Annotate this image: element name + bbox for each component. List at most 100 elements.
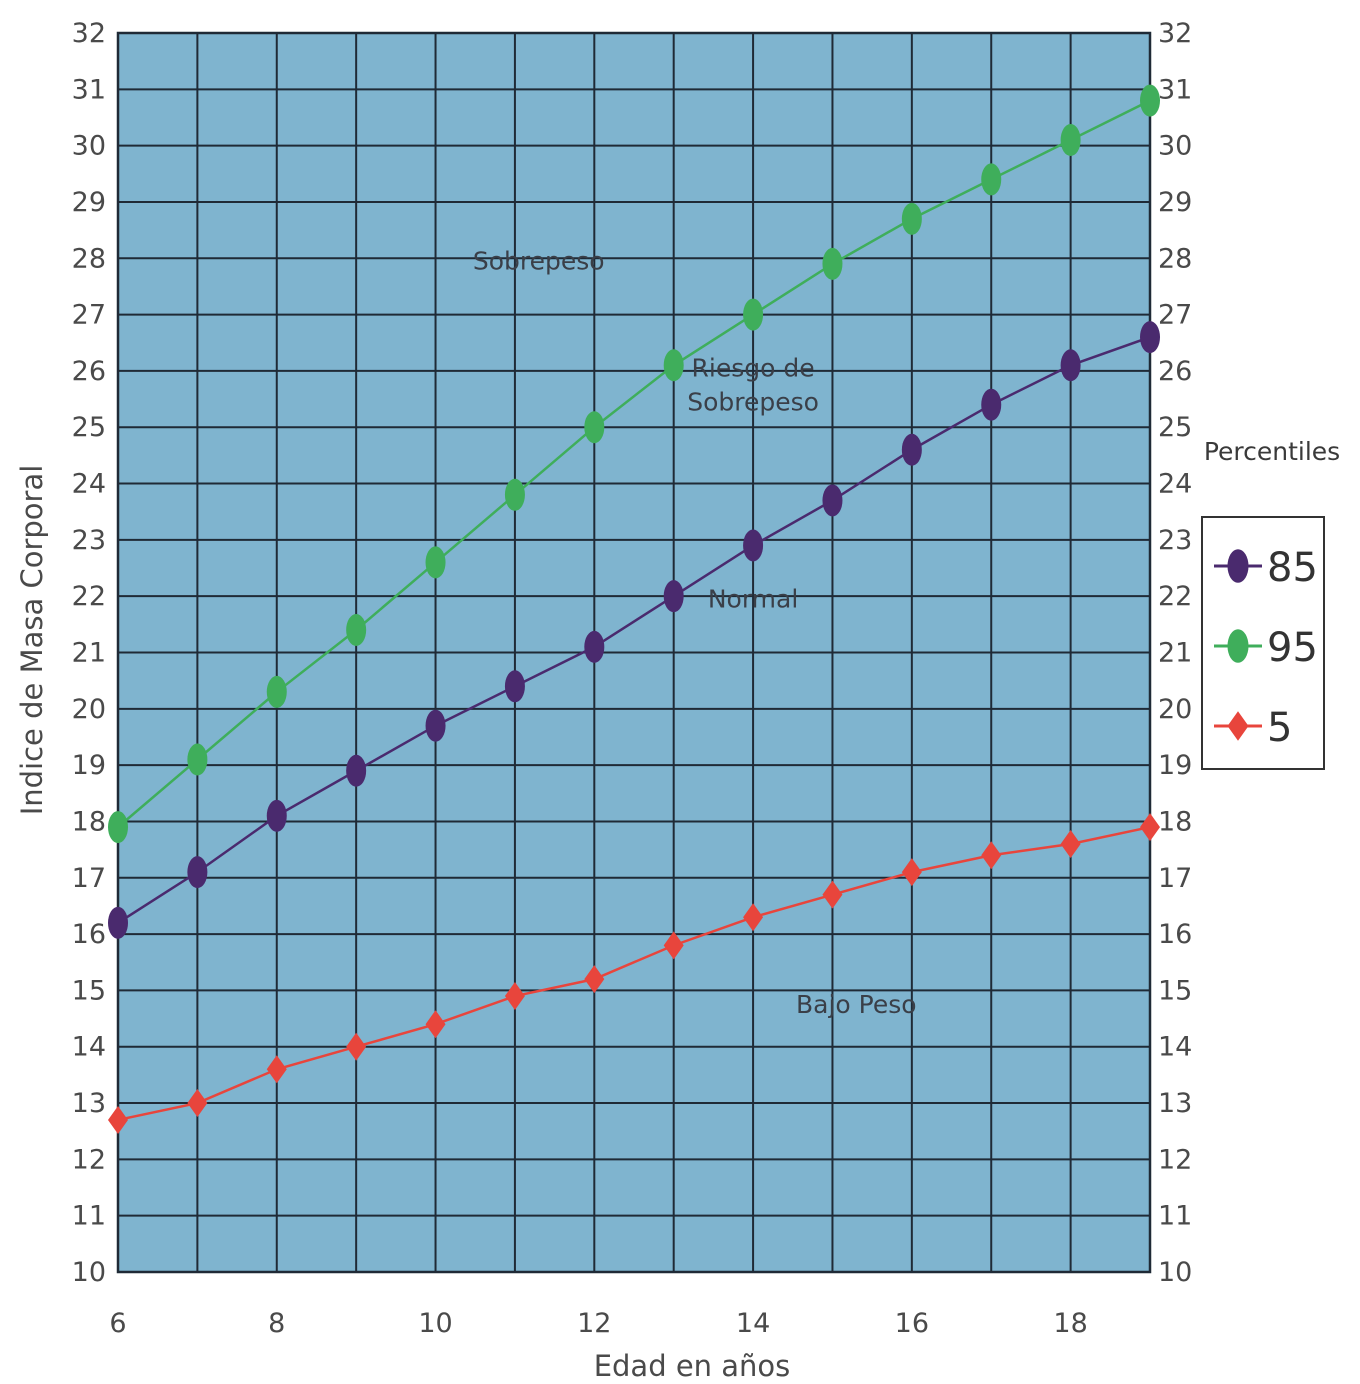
x-tick-label: 8 [268,1308,285,1339]
series-line-95 [117,99,1151,829]
legend-label: 85 [1267,545,1318,591]
x-tick-label: 10 [418,1308,452,1339]
zone-label: Normal [708,584,798,613]
y-tick-label-right: 11 [1158,1201,1192,1232]
y-axis-title: Indice de Masa Corporal [15,465,49,816]
y-tick-label-right: 12 [1158,1144,1192,1175]
y-tick-label-left: 29 [72,187,106,218]
legend-item-85: 85 [1214,545,1318,591]
zone-label: Sobrepeso [473,247,605,276]
data-point [822,484,843,517]
y-tick-label-left: 18 [72,806,106,837]
zone-annotations: Sobrepeso Riesgo de Sobrepeso Normal Bajo Pe… [473,247,917,1019]
data-point [743,903,764,932]
legend-swatch-marker [1227,549,1249,583]
y-tick-label-right: 21 [1158,638,1192,669]
y-tick-label-right: 27 [1158,300,1192,331]
data-point [504,982,525,1011]
x-axis-title: Edad en años [594,1349,791,1383]
y-tick-label-right: 32 [1158,18,1192,49]
y-tick-label-left: 12 [72,1144,106,1175]
y-tick-label-left: 23 [72,525,106,556]
data-point [584,965,605,994]
y-tick-label-left: 11 [72,1201,106,1232]
y-tick-label-right: 20 [1158,694,1192,725]
y-tick-label-right: 28 [1158,243,1192,274]
y-tick-label-left: 13 [72,1088,106,1119]
series-85 [108,321,1160,939]
x-tick-label: 12 [577,1308,611,1339]
data-point [425,546,446,579]
series-layer [108,84,1160,1134]
data-point [1140,321,1160,354]
series-5 [108,813,1160,1134]
y-tick-label-right: 31 [1158,74,1192,105]
legend-item-95: 95 [1214,625,1318,671]
data-point [187,743,208,776]
data-point [981,388,1002,421]
data-point [981,841,1002,870]
y-tick-label-right: 10 [1158,1257,1192,1288]
data-point [1060,349,1081,382]
data-point [743,298,764,331]
y-tick-label-left: 24 [72,469,106,500]
y-tick-label-left: 22 [72,581,106,612]
y-tick-label-right: 16 [1158,919,1192,950]
data-point [663,349,684,382]
data-point [425,709,446,742]
legend-title: Percentiles [1204,437,1340,466]
data-point [1060,124,1081,157]
data-point [346,613,367,646]
y-tick-label-right: 25 [1158,412,1192,443]
data-point [108,811,128,844]
data-point [266,799,287,832]
legend-label: 5 [1267,705,1292,751]
series-line-5 [117,825,1151,1122]
zone-label: Riesgo de [692,354,815,383]
data-point [187,1089,208,1118]
legend-swatch-marker [1227,711,1249,741]
data-point [266,1055,287,1084]
y-tick-label-right: 29 [1158,187,1192,218]
y-tick-label-left: 27 [72,300,106,331]
data-point [425,1010,446,1039]
data-point [266,675,287,708]
y-tick-label-right: 23 [1158,525,1192,556]
data-point [1140,813,1160,842]
y-tick-label-right: 26 [1158,356,1192,387]
y-tick-label-left: 26 [72,356,106,387]
y-tick-label-left: 19 [72,750,106,781]
legend-item-5: 5 [1214,705,1292,751]
y-tick-label-left: 14 [72,1032,106,1063]
y-tick-label-left: 20 [72,694,106,725]
data-point [584,411,605,444]
y-tick-label-right: 19 [1158,750,1192,781]
y-tick-label-left: 15 [72,975,106,1006]
y-axis-left-ticks: 10 11 12 13 14 15 16 17 18 19 20 21 22 23 24 25 26 27 28 29… [72,18,106,1288]
data-point [822,880,843,909]
series-95 [108,84,1160,844]
y-tick-label-right: 14 [1158,1032,1192,1063]
data-point [346,1032,367,1061]
y-tick-label-left: 17 [72,863,106,894]
zone-label: Sobrepeso [687,387,819,416]
x-axis-ticks: 6 8 10 12 14 16 18 [109,1308,1087,1339]
data-point [108,906,128,939]
y-tick-label-left: 21 [72,638,106,669]
data-point [901,433,922,466]
data-point [504,478,525,511]
y-tick-label-left: 30 [72,131,106,162]
y-axis-right-ticks: 10 11 12 13 14 15 16 17 18 19 20 21 22 23 24 25 26 27 28 29… [1158,18,1192,1288]
x-tick-label: 16 [895,1308,929,1339]
y-tick-label-left: 25 [72,412,106,443]
y-tick-label-left: 32 [72,18,106,49]
data-point [743,529,764,562]
y-tick-label-left: 16 [72,919,106,950]
y-tick-label-right: 13 [1158,1088,1192,1119]
data-point [584,630,605,663]
y-tick-label-right: 15 [1158,975,1192,1006]
x-tick-label: 6 [109,1308,126,1339]
data-point [901,858,922,887]
data-point [663,580,684,613]
